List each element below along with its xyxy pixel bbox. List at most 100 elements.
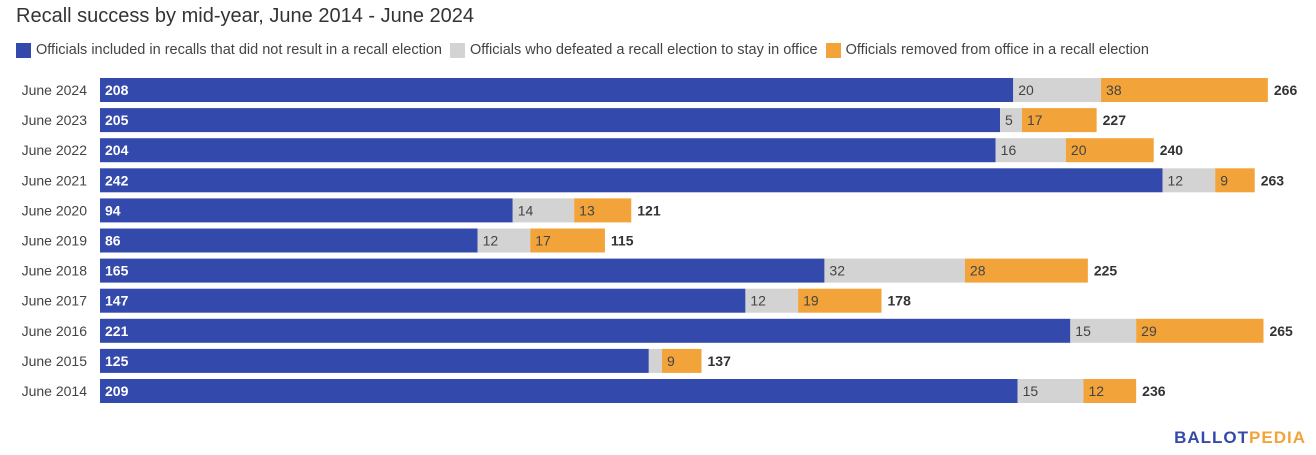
- category-label: June 2022: [22, 142, 88, 158]
- bar-segment-removed: [1215, 168, 1255, 193]
- category-label: June 2023: [22, 112, 88, 128]
- data-label-removed: 9: [1220, 172, 1228, 188]
- legend-swatch-blue: [16, 42, 31, 58]
- bar-segment-defeated-recall: [824, 258, 965, 283]
- total-label: 227: [1103, 112, 1127, 128]
- bar-segment-removed: [798, 288, 882, 313]
- bar-segment-defeated-recall: [995, 138, 1066, 163]
- data-label-not-recalled: 242: [105, 172, 129, 188]
- category-label: June 2019: [22, 233, 88, 249]
- bar-segment-defeated-recall: [1017, 379, 1084, 403]
- data-label-removed: 28: [970, 263, 986, 279]
- legend-label: Officials removed from office in a recal…: [845, 42, 1149, 58]
- bar-segment-removed: [1022, 108, 1097, 133]
- bar-segment-not-recalled: [100, 228, 478, 253]
- total-label: 266: [1274, 82, 1298, 98]
- bar-segment-removed: [1136, 318, 1264, 343]
- bar-segment-defeated-recall: [745, 288, 799, 313]
- data-label-removed: 12: [1088, 383, 1104, 399]
- data-label-not-recalled: 221: [105, 323, 129, 339]
- brand-part-1: BALLOT: [1174, 428, 1250, 447]
- data-label-removed: 9: [667, 353, 675, 369]
- legend-item-not-recalled[interactable]: Officials included in recalls that did n…: [16, 42, 442, 58]
- total-label: 121: [637, 202, 661, 218]
- total-label: 178: [888, 293, 912, 309]
- data-label-defeated-recall: 12: [750, 293, 766, 309]
- total-label: 225: [1094, 263, 1118, 279]
- category-label: June 2024: [22, 82, 88, 98]
- total-label: 137: [708, 353, 732, 369]
- bar-segment-removed: [964, 258, 1088, 283]
- data-label-defeated-recall: 16: [1001, 142, 1017, 158]
- data-label-not-recalled: 165: [105, 263, 129, 279]
- bar-segment-not-recalled: [100, 198, 513, 223]
- data-label-defeated-recall: 12: [483, 233, 499, 249]
- data-label-defeated-recall: 12: [1168, 172, 1184, 188]
- legend-item-removed[interactable]: Officials removed from office in a recal…: [825, 42, 1149, 58]
- data-label-defeated-recall: 5: [1005, 112, 1013, 128]
- bar-segment-defeated-recall: [1162, 168, 1216, 193]
- legend-label: Officials included in recalls that did n…: [36, 42, 442, 58]
- bar-segment-removed: [530, 228, 605, 253]
- legend-swatch-gray: [449, 42, 465, 58]
- legend-swatch-orange: [825, 42, 841, 58]
- ballotpedia-logo: BALLOTPEDIA: [1174, 428, 1306, 448]
- data-label-removed: 19: [803, 293, 819, 309]
- category-label: June 2021: [22, 172, 88, 188]
- total-label: 115: [611, 233, 634, 249]
- bar-segment-not-recalled: [100, 108, 1001, 133]
- bar-segment-defeated-recall: [477, 228, 531, 253]
- category-label: June 2018: [22, 263, 88, 279]
- bar-segment-not-recalled: [100, 318, 1071, 343]
- legend: Officials included in recalls that did n…: [16, 42, 1157, 58]
- bar-segment-not-recalled: [100, 379, 1018, 403]
- legend-item-defeated-recall[interactable]: Officials who defeated a recall election…: [449, 42, 818, 58]
- chart-title: Recall success by mid-year, June 2014 - …: [16, 5, 475, 27]
- bar-segment-not-recalled: [100, 348, 649, 373]
- data-label-defeated-recall: 20: [1018, 82, 1034, 98]
- category-label: June 2016: [22, 323, 88, 339]
- bar-segment-not-recalled: [100, 258, 825, 283]
- bar-segment-defeated-recall: [1000, 108, 1023, 133]
- total-label: 263: [1261, 172, 1285, 188]
- category-label: June 2020: [22, 202, 88, 218]
- bar-segment-not-recalled: [100, 288, 746, 313]
- bar-segment-not-recalled: [100, 78, 1014, 102]
- brand-part-2: PEDIA: [1249, 428, 1306, 447]
- bar-segment-defeated-recall: [512, 198, 575, 223]
- data-label-defeated-recall: 32: [829, 263, 845, 279]
- category-label: June 2015: [22, 353, 88, 369]
- bar-segment-removed: [1101, 78, 1268, 102]
- data-label-removed: 29: [1141, 323, 1157, 339]
- bar-segment-removed: [1065, 138, 1154, 163]
- bar-segment-defeated-recall: [648, 348, 662, 373]
- legend-label: Officials who defeated a recall election…: [469, 42, 818, 58]
- data-label-not-recalled: 94: [105, 202, 121, 218]
- category-label: June 2017: [22, 293, 88, 309]
- bar-segment-removed: [1083, 379, 1137, 403]
- data-label-defeated-recall: 15: [1075, 323, 1091, 339]
- data-label-not-recalled: 209: [105, 383, 129, 399]
- data-label-removed: 17: [535, 233, 551, 249]
- bar-segment-not-recalled: [100, 138, 996, 163]
- data-label-not-recalled: 125: [105, 353, 129, 369]
- data-label-not-recalled: 205: [105, 112, 129, 128]
- bar-segment-defeated-recall: [1070, 318, 1137, 343]
- data-label-not-recalled: 86: [105, 233, 121, 249]
- data-label-not-recalled: 208: [105, 82, 129, 98]
- total-label: 240: [1160, 142, 1184, 158]
- data-label-removed: 20: [1071, 142, 1087, 158]
- data-label-not-recalled: 204: [105, 142, 129, 158]
- data-label-removed: 13: [579, 202, 595, 218]
- data-label-not-recalled: 147: [105, 293, 129, 309]
- bar-segment-removed: [661, 348, 702, 373]
- data-label-removed: 38: [1106, 82, 1122, 98]
- data-label-defeated-recall: 15: [1023, 383, 1039, 399]
- category-label: June 2014: [22, 383, 88, 399]
- data-label-removed: 17: [1027, 112, 1043, 128]
- bar-segment-removed: [574, 198, 632, 223]
- bar-segment-defeated-recall: [1013, 78, 1102, 102]
- bar-segment-not-recalled: [100, 168, 1163, 193]
- total-label: 236: [1142, 383, 1166, 399]
